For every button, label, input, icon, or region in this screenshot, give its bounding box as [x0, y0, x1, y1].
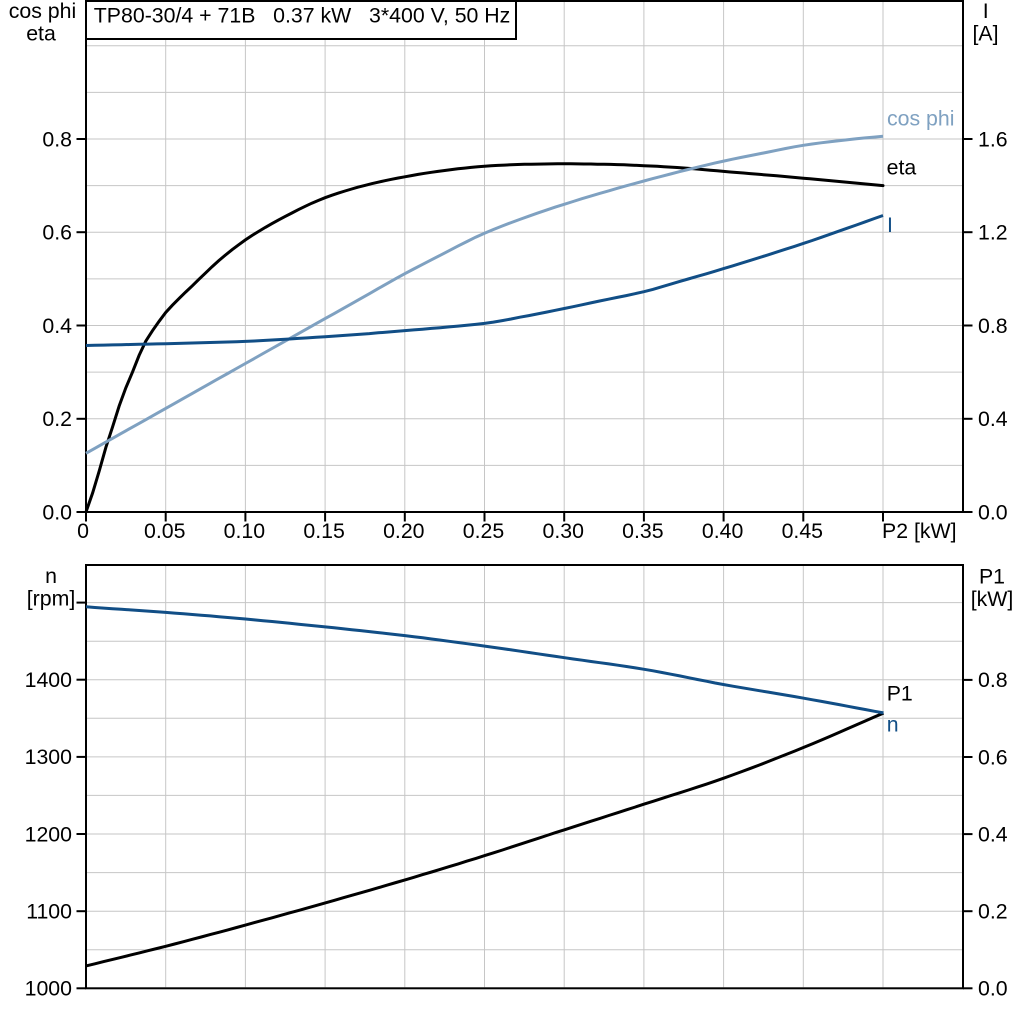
svg-text:0.8: 0.8 [978, 314, 1008, 338]
svg-text:cos phi: cos phi [9, 0, 76, 23]
svg-text:0.45: 0.45 [782, 519, 823, 543]
svg-text:TP80-30/4 + 71B 0.37 kW 3*: TP80-30/4 + 71B 0.37 kW 3*400 V, 50 Hz [94, 3, 511, 27]
svg-text:P1: P1 [887, 682, 913, 706]
svg-text:0.2: 0.2 [42, 407, 72, 431]
svg-text:0.05: 0.05 [144, 519, 185, 543]
svg-text:0.10: 0.10 [224, 519, 266, 543]
svg-text:[A]: [A] [972, 22, 998, 46]
svg-text:0.35: 0.35 [622, 519, 663, 543]
svg-text:I: I [887, 213, 893, 237]
svg-text:0.2: 0.2 [978, 900, 1008, 924]
svg-text:I: I [983, 0, 989, 23]
svg-text:P1: P1 [979, 564, 1005, 588]
svg-text:0.6: 0.6 [978, 745, 1008, 769]
svg-text:[kW]: [kW] [971, 587, 1014, 611]
svg-text:0.0: 0.0 [978, 500, 1008, 524]
svg-text:cos phi: cos phi [887, 107, 954, 131]
svg-text:0.8: 0.8 [42, 127, 72, 151]
svg-text:0.15: 0.15 [303, 519, 344, 543]
svg-text:0.4: 0.4 [978, 407, 1008, 431]
svg-text:0.30: 0.30 [542, 519, 584, 543]
svg-text:eta: eta [26, 22, 56, 46]
svg-text:n: n [887, 713, 899, 737]
svg-text:1100: 1100 [26, 900, 72, 924]
svg-text:0.4: 0.4 [978, 822, 1008, 846]
svg-text:1300: 1300 [25, 745, 73, 769]
svg-text:1.2: 1.2 [978, 221, 1008, 245]
svg-text:0.25: 0.25 [463, 519, 504, 543]
svg-text:0.8: 0.8 [978, 668, 1008, 692]
svg-text:1400: 1400 [25, 668, 73, 692]
svg-text:eta: eta [887, 156, 917, 180]
svg-text:1200: 1200 [25, 822, 73, 846]
svg-text:n: n [45, 564, 57, 588]
svg-text:0.6: 0.6 [42, 221, 72, 245]
svg-text:P2 [kW]: P2 [kW] [882, 519, 957, 543]
svg-text:0.40: 0.40 [702, 519, 744, 543]
svg-text:0.4: 0.4 [42, 314, 72, 338]
svg-text:0: 0 [77, 519, 89, 543]
svg-text:0.0: 0.0 [42, 500, 72, 524]
svg-text:1.6: 1.6 [978, 127, 1008, 151]
svg-text:0.0: 0.0 [978, 977, 1008, 1001]
svg-text:[rpm]: [rpm] [27, 587, 76, 611]
svg-text:0.20: 0.20 [383, 519, 425, 543]
svg-text:1000: 1000 [25, 977, 73, 1001]
